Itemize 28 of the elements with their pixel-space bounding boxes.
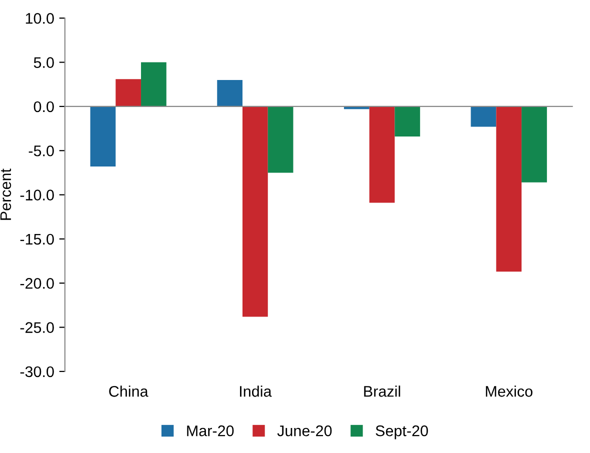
bar	[522, 106, 547, 182]
y-tick-label: 5.0	[34, 57, 54, 68]
y-tick-label: 10.0	[26, 12, 54, 24]
x-tick-label: China	[109, 386, 148, 397]
y-tick-label: 0.0	[34, 101, 54, 112]
y-tick-label: -25.0	[20, 322, 54, 333]
bar	[116, 79, 142, 106]
bar	[268, 106, 294, 173]
legend-label: Mar-20	[187, 425, 234, 436]
y-axis-title: Percent	[0, 168, 12, 220]
bar	[470, 106, 496, 127]
y-tick-label: -5.0	[28, 145, 54, 156]
legend-label: Sept-20	[376, 425, 428, 440]
bar	[217, 80, 242, 106]
bar	[141, 62, 166, 106]
bar	[90, 106, 116, 167]
bar	[242, 106, 268, 317]
y-tick-label: -20.0	[20, 278, 54, 289]
y-tick-label: -15.0	[20, 234, 54, 245]
legend-label: June-20	[277, 425, 332, 436]
bar	[394, 106, 420, 136]
x-tick-label: India	[240, 386, 272, 397]
bar	[496, 106, 522, 272]
y-tick-label: -30.0	[20, 366, 54, 378]
y-tick-label: -10.0	[20, 190, 54, 200]
bar	[369, 106, 395, 203]
x-tick-label: Mexico	[486, 386, 532, 397]
x-tick-label: Brazil	[364, 386, 400, 397]
